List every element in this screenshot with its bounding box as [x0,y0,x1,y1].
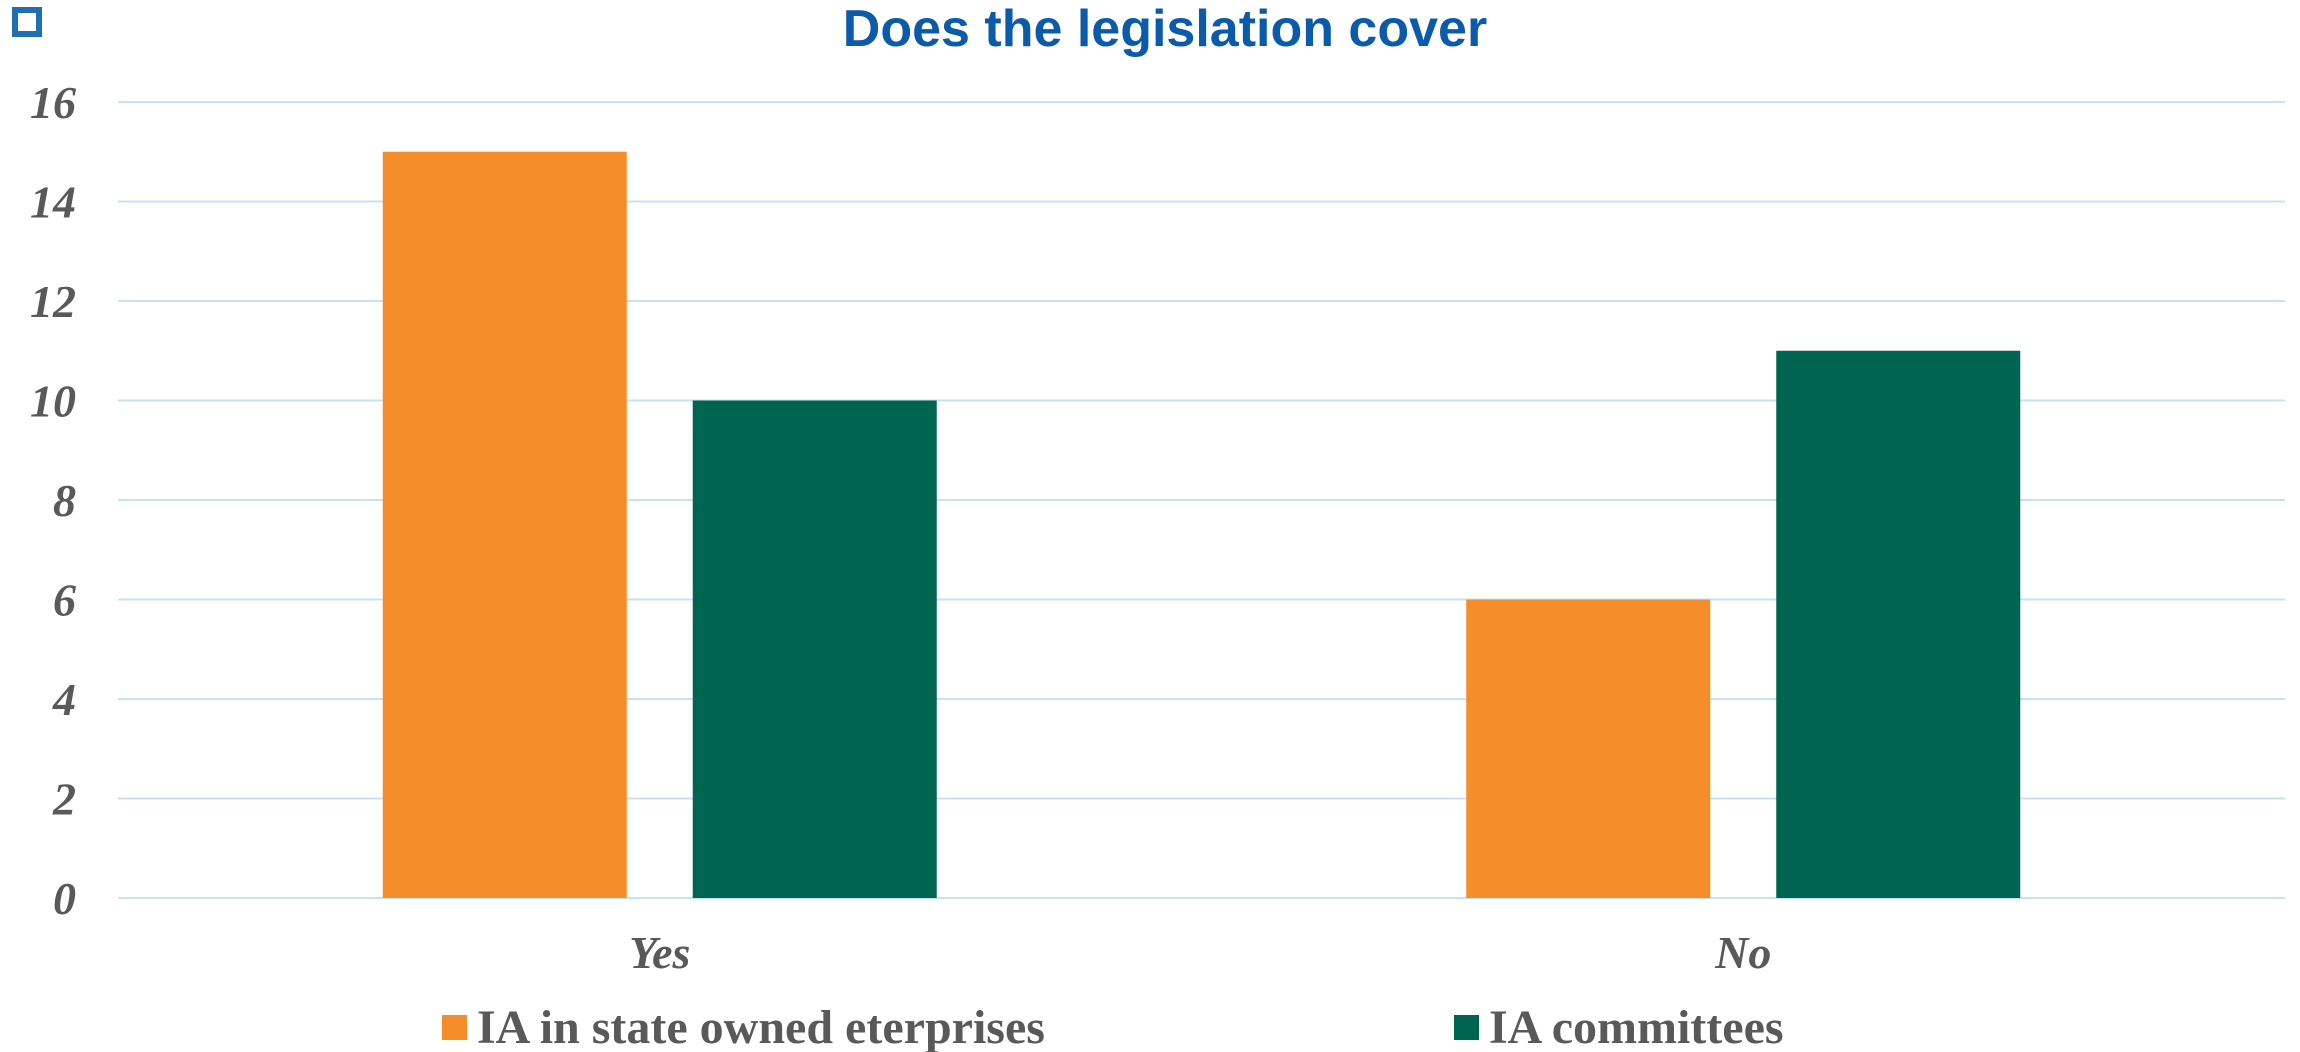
x-category-label: No [1714,927,1771,978]
bars [382,151,2021,898]
y-tick-label: 12 [30,276,76,327]
bar-no-series-1 [1466,599,1711,898]
legend-label: IA committees [1489,1001,1784,1052]
bar-yes-series-1 [382,151,627,898]
y-tick-label: 14 [30,177,76,228]
bar-yes-series-2 [692,400,937,898]
x-category-label: Yes [629,927,690,978]
title-marker-icon [12,7,42,37]
y-axis: 0 2 4 6 8 10 12 14 16 [30,77,76,924]
x-axis: Yes No [629,927,1771,978]
legend-label: IA in state owned eterprises [477,1001,1045,1052]
legend-swatch [442,1015,467,1040]
chart-title: Does the legislation cover [843,0,1487,58]
legend-swatch [1454,1015,1479,1040]
y-tick-label: 2 [52,774,76,825]
legend: IA in state owned eterprises IA committee… [442,1001,1784,1052]
y-tick-label: 4 [52,674,76,725]
y-tick-label: 8 [53,475,76,526]
y-tick-label: 10 [30,376,76,427]
bar-no-series-2 [1776,350,2021,898]
y-tick-label: 6 [53,575,76,626]
y-tick-label: 0 [53,873,76,924]
y-tick-label: 16 [30,77,76,128]
